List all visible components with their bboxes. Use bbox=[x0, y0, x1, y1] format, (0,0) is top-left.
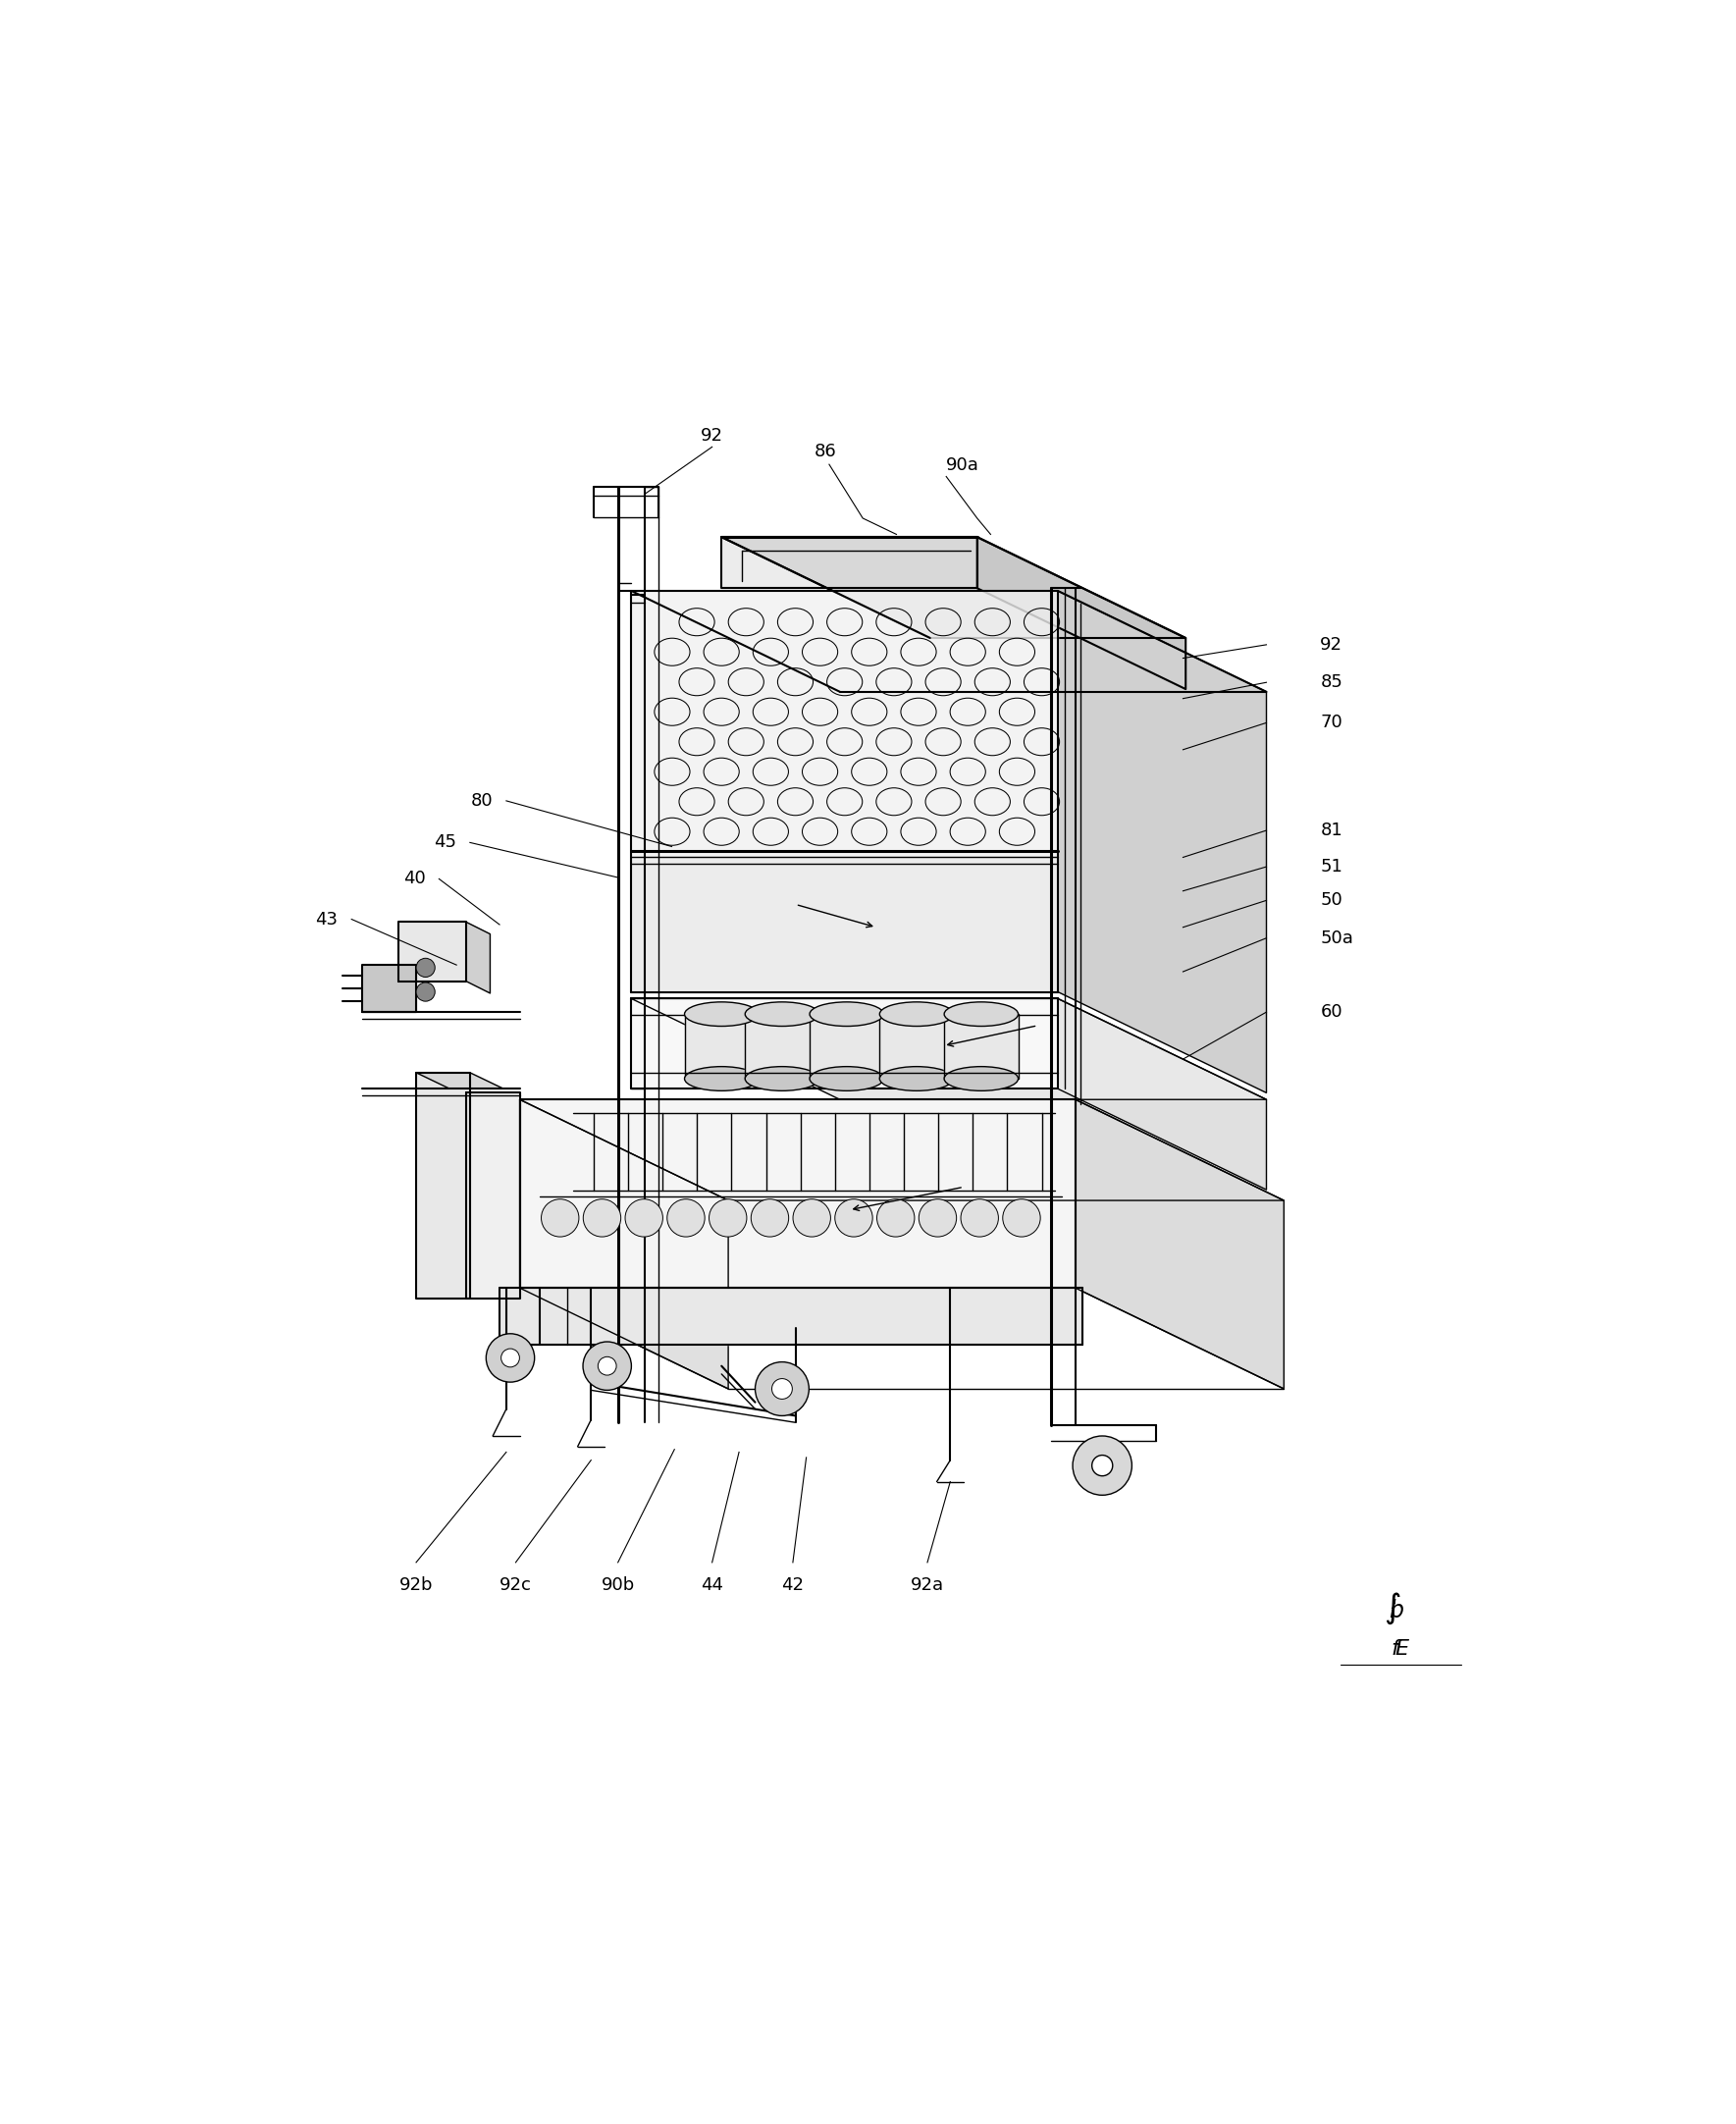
Polygon shape bbox=[363, 964, 417, 1011]
Polygon shape bbox=[417, 1073, 503, 1090]
Circle shape bbox=[793, 1200, 830, 1236]
Text: $\mathit{f\!E}$: $\mathit{f\!E}$ bbox=[1391, 1640, 1411, 1659]
Text: $\mathit{\int\!\!\!b}$: $\mathit{\int\!\!\!b}$ bbox=[1384, 1591, 1404, 1627]
Circle shape bbox=[1073, 1436, 1132, 1495]
Polygon shape bbox=[1057, 590, 1267, 1094]
Polygon shape bbox=[684, 1013, 759, 1079]
Circle shape bbox=[583, 1200, 621, 1236]
Polygon shape bbox=[632, 590, 1057, 858]
Text: 80: 80 bbox=[470, 792, 493, 809]
Text: 90a: 90a bbox=[946, 457, 979, 474]
Polygon shape bbox=[1057, 998, 1267, 1189]
Circle shape bbox=[417, 983, 436, 1000]
Text: 92b: 92b bbox=[399, 1576, 432, 1593]
Text: 92: 92 bbox=[701, 427, 724, 444]
Polygon shape bbox=[632, 998, 1057, 1090]
Polygon shape bbox=[465, 1094, 519, 1298]
Circle shape bbox=[755, 1361, 809, 1417]
Polygon shape bbox=[519, 1100, 729, 1389]
Circle shape bbox=[542, 1200, 578, 1236]
Circle shape bbox=[417, 958, 436, 977]
Text: 86: 86 bbox=[814, 442, 837, 461]
Circle shape bbox=[667, 1200, 705, 1236]
Text: 92a: 92a bbox=[911, 1576, 944, 1593]
Polygon shape bbox=[944, 1013, 1019, 1079]
Polygon shape bbox=[519, 1100, 1075, 1287]
Circle shape bbox=[773, 1378, 792, 1400]
Ellipse shape bbox=[684, 1003, 759, 1026]
Circle shape bbox=[502, 1349, 519, 1368]
Ellipse shape bbox=[745, 1003, 819, 1026]
Text: 81: 81 bbox=[1319, 822, 1342, 839]
Text: 51: 51 bbox=[1319, 858, 1342, 875]
Circle shape bbox=[835, 1200, 873, 1236]
Polygon shape bbox=[500, 1287, 1082, 1344]
Polygon shape bbox=[465, 922, 490, 994]
Text: 44: 44 bbox=[701, 1576, 724, 1593]
Text: 85: 85 bbox=[1319, 673, 1342, 690]
Polygon shape bbox=[632, 858, 1057, 992]
Ellipse shape bbox=[880, 1066, 953, 1092]
Circle shape bbox=[752, 1200, 788, 1236]
Circle shape bbox=[960, 1200, 998, 1236]
Polygon shape bbox=[722, 537, 1186, 637]
Polygon shape bbox=[722, 537, 977, 588]
Circle shape bbox=[708, 1200, 746, 1236]
Polygon shape bbox=[519, 1100, 1285, 1200]
Ellipse shape bbox=[745, 1066, 819, 1092]
Polygon shape bbox=[809, 1013, 884, 1079]
Circle shape bbox=[877, 1200, 915, 1236]
Ellipse shape bbox=[809, 1003, 884, 1026]
Polygon shape bbox=[1075, 1100, 1285, 1389]
Ellipse shape bbox=[809, 1066, 884, 1092]
Circle shape bbox=[625, 1200, 663, 1236]
Polygon shape bbox=[745, 1013, 819, 1079]
Text: 42: 42 bbox=[781, 1576, 804, 1593]
Text: 70: 70 bbox=[1319, 714, 1342, 731]
Polygon shape bbox=[399, 922, 465, 981]
Circle shape bbox=[918, 1200, 957, 1236]
Text: 92c: 92c bbox=[500, 1576, 531, 1593]
Ellipse shape bbox=[944, 1066, 1019, 1092]
Text: 50a: 50a bbox=[1319, 928, 1354, 947]
Polygon shape bbox=[880, 1013, 953, 1079]
Circle shape bbox=[1003, 1200, 1040, 1236]
Polygon shape bbox=[632, 998, 1267, 1100]
Ellipse shape bbox=[944, 1003, 1019, 1026]
Polygon shape bbox=[977, 537, 1186, 688]
Ellipse shape bbox=[684, 1066, 759, 1092]
Circle shape bbox=[583, 1342, 632, 1391]
Text: 50: 50 bbox=[1319, 892, 1342, 909]
Ellipse shape bbox=[880, 1003, 953, 1026]
Polygon shape bbox=[417, 1073, 470, 1298]
Circle shape bbox=[486, 1334, 535, 1383]
Circle shape bbox=[1092, 1455, 1113, 1476]
Text: 92: 92 bbox=[1319, 635, 1344, 654]
Circle shape bbox=[597, 1357, 616, 1374]
Text: 43: 43 bbox=[316, 911, 339, 928]
Text: 45: 45 bbox=[434, 835, 457, 852]
Text: 60: 60 bbox=[1319, 1003, 1342, 1022]
Text: 40: 40 bbox=[403, 871, 425, 888]
Text: 90b: 90b bbox=[601, 1576, 635, 1593]
